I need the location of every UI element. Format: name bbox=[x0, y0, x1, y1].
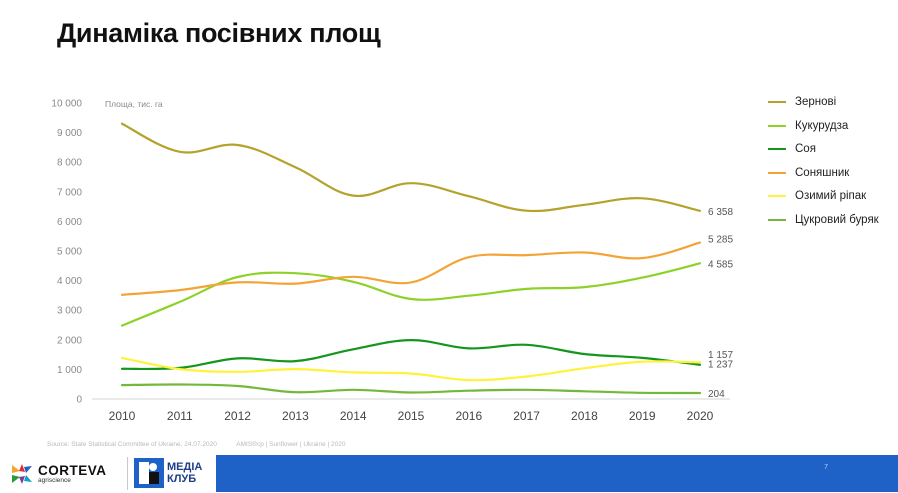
data-label: 204 bbox=[708, 389, 725, 400]
end-labels: 6 358 4 585 1 157 5 285 1 237 204 bbox=[708, 207, 733, 400]
corteva-mark-icon bbox=[10, 463, 34, 485]
y-tick-label: 2 000 bbox=[57, 335, 82, 346]
x-tick-label: 2011 bbox=[167, 409, 193, 423]
legend-swatch bbox=[768, 195, 786, 198]
x-tick-label: 2014 bbox=[340, 409, 367, 423]
series-line bbox=[120, 383, 702, 395]
legend-item: Озимий ріпак bbox=[768, 188, 893, 212]
legend-label: Цукровий буряк bbox=[795, 213, 879, 226]
legend-swatch bbox=[768, 218, 786, 221]
legend-swatch bbox=[768, 171, 786, 174]
x-tick-label: 2013 bbox=[282, 409, 309, 423]
legend-item: Соя bbox=[768, 141, 893, 165]
x-tick-label: 2012 bbox=[224, 409, 251, 423]
x-tick-label: 2017 bbox=[513, 409, 540, 423]
data-label: 1 237 bbox=[708, 359, 733, 370]
source-text: Source: State Statistical Committee of U… bbox=[47, 441, 217, 448]
legend-item: Кукурудза bbox=[768, 118, 893, 142]
series-line bbox=[120, 262, 702, 327]
y-tick-label: 5 000 bbox=[57, 247, 82, 258]
legend-label: Озимий ріпак bbox=[795, 190, 867, 203]
x-tick-label: 2010 bbox=[109, 409, 136, 423]
corteva-sub: agriscience bbox=[38, 476, 71, 484]
legend-label: Кукурудза bbox=[795, 119, 849, 132]
x-tick-label: 2015 bbox=[398, 409, 425, 423]
media-club-logo: МЕДІА КЛУБ bbox=[134, 458, 202, 488]
series-line bbox=[120, 338, 702, 371]
footer-divider bbox=[127, 457, 128, 490]
y-tick-label: 10 000 bbox=[51, 99, 82, 110]
legend-item: Соняшник bbox=[768, 165, 893, 189]
media-club-icon bbox=[134, 458, 164, 488]
data-label: 1 157 bbox=[708, 350, 733, 361]
legend-swatch bbox=[768, 148, 786, 151]
media-club-line1: МЕДІА bbox=[167, 461, 203, 473]
footer-logo-area: CORTEVA agriscience МЕДІА КЛУБ bbox=[0, 455, 216, 492]
series-lines bbox=[120, 122, 702, 395]
legend-swatch bbox=[768, 101, 786, 103]
y-tick-label: 0 bbox=[76, 395, 82, 406]
legend: Зернові Кукурудза Соя Соняшник Озимий рі… bbox=[768, 94, 893, 252]
line-chart: 0 1 000 2 000 3 000 4 000 5 000 6 000 7 000 8 00… bbox=[51, 99, 733, 424]
series-line bbox=[120, 356, 702, 382]
legend-label: Соняшник bbox=[795, 166, 850, 179]
series-line bbox=[120, 122, 702, 213]
data-label: 5 285 bbox=[708, 235, 733, 246]
media-club-line2: КЛУБ bbox=[167, 473, 197, 485]
source-note: Source: State Statistical Committee of U… bbox=[47, 441, 363, 448]
source-text-2: AMIS®cp | Sunflower | Ukraine | 2020 bbox=[236, 441, 346, 448]
y-tick-label: 4 000 bbox=[57, 276, 82, 287]
x-tick-label: 2019 bbox=[629, 409, 656, 423]
page-number: 7 bbox=[824, 464, 828, 471]
legend-label: Соя bbox=[795, 143, 816, 156]
x-tick-label: 2016 bbox=[455, 409, 482, 423]
data-label: 6 358 bbox=[708, 207, 733, 218]
x-tick-label: 2020 bbox=[687, 409, 714, 423]
legend-swatch bbox=[768, 124, 786, 127]
y-tick-label: 6 000 bbox=[57, 217, 82, 228]
y-tick-label: 3 000 bbox=[57, 306, 82, 317]
slide-title: Динаміка посівних площ bbox=[57, 18, 381, 48]
x-tick-label: 2018 bbox=[571, 409, 598, 423]
y-axis: 0 1 000 2 000 3 000 4 000 5 000 6 000 7 000 8 00… bbox=[51, 99, 82, 406]
y-axis-label: Площа, тис. га bbox=[105, 99, 163, 109]
corteva-logo: CORTEVA agriscience bbox=[10, 463, 107, 485]
legend-label: Зернові bbox=[795, 96, 837, 108]
y-tick-label: 9 000 bbox=[57, 128, 82, 139]
legend-item: Зернові bbox=[768, 94, 893, 118]
series-line bbox=[120, 241, 702, 296]
data-label: 4 585 bbox=[708, 259, 733, 270]
footer-blue-band: 7 bbox=[216, 455, 898, 492]
footer-bar: CORTEVA agriscience МЕДІА КЛУБ 7 bbox=[0, 455, 898, 492]
x-axis: 2010 2011 2012 2013 2014 2015 2016 2017 2018 2019… bbox=[109, 409, 714, 423]
corteva-name: CORTEVA bbox=[38, 462, 107, 478]
y-tick-label: 7 000 bbox=[57, 187, 82, 198]
legend-item: Цукровий буряк bbox=[768, 212, 893, 252]
y-tick-label: 8 000 bbox=[57, 158, 82, 169]
y-tick-label: 1 000 bbox=[57, 365, 82, 376]
